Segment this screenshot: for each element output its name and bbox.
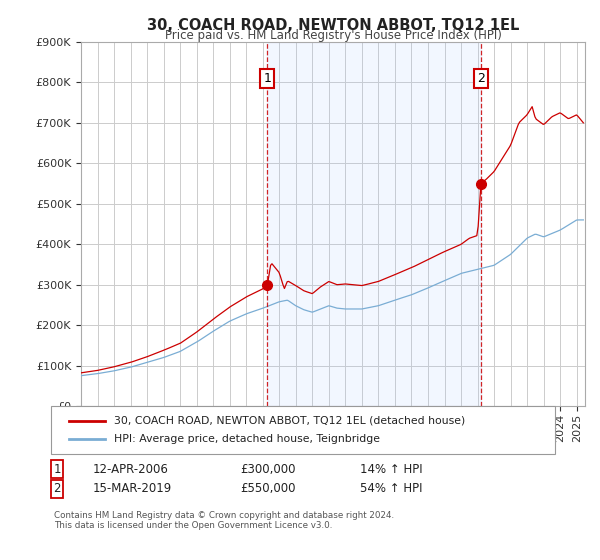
Text: £550,000: £550,000 — [240, 482, 296, 496]
Text: 30, COACH ROAD, NEWTON ABBOT, TQ12 1EL (detached house): 30, COACH ROAD, NEWTON ABBOT, TQ12 1EL (… — [114, 416, 465, 426]
Text: 54% ↑ HPI: 54% ↑ HPI — [360, 482, 422, 496]
Text: 12-APR-2006: 12-APR-2006 — [93, 463, 169, 476]
Text: £300,000: £300,000 — [240, 463, 296, 476]
Text: 15-MAR-2019: 15-MAR-2019 — [93, 482, 172, 496]
Text: Contains HM Land Registry data © Crown copyright and database right 2024.
This d: Contains HM Land Registry data © Crown c… — [54, 511, 394, 530]
Bar — [268, 42, 481, 406]
Text: 14% ↑ HPI: 14% ↑ HPI — [360, 463, 422, 476]
Text: 1: 1 — [53, 463, 61, 476]
Text: 1: 1 — [263, 72, 271, 85]
Text: Price paid vs. HM Land Registry's House Price Index (HPI): Price paid vs. HM Land Registry's House … — [164, 29, 502, 42]
Text: 2: 2 — [53, 482, 61, 496]
Text: HPI: Average price, detached house, Teignbridge: HPI: Average price, detached house, Teig… — [114, 434, 380, 444]
Text: 2: 2 — [477, 72, 485, 85]
Text: 30, COACH ROAD, NEWTON ABBOT, TQ12 1EL: 30, COACH ROAD, NEWTON ABBOT, TQ12 1EL — [147, 18, 519, 33]
